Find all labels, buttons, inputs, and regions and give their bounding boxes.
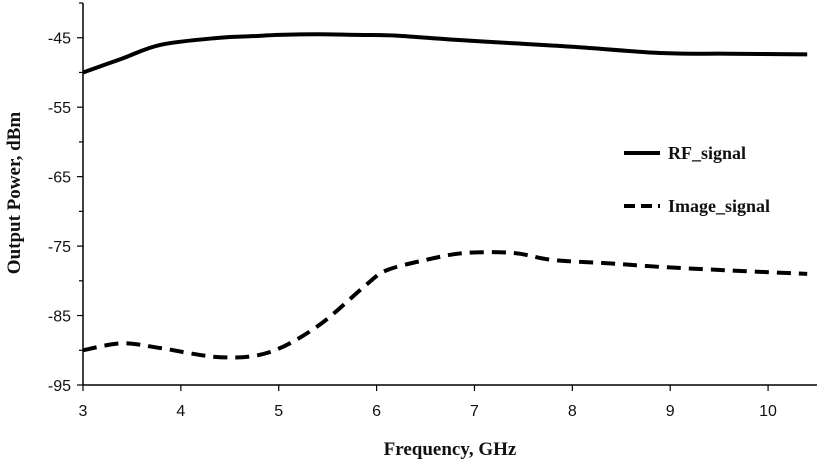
legend-label-rf-signal: RF_signal bbox=[668, 143, 746, 163]
y-tick-label: -75 bbox=[48, 239, 71, 256]
x-tick-label: 8 bbox=[568, 403, 577, 420]
plot-area bbox=[82, 32, 808, 360]
x-tick-label: 4 bbox=[176, 403, 185, 420]
series-line-image-signal bbox=[82, 250, 808, 360]
legend-label-image-signal: Image_signal bbox=[668, 196, 770, 216]
y-tick-label: -65 bbox=[48, 170, 71, 187]
legend: RF_signal Image_signal bbox=[624, 143, 770, 216]
y-tick-labels: -45 -55 -65 -75 -85 -95 bbox=[48, 31, 71, 395]
y-tick-label: -55 bbox=[48, 100, 71, 117]
x-tick-label: 9 bbox=[666, 403, 675, 420]
x-tick-label: 6 bbox=[372, 403, 381, 420]
x-tick-labels: 3 4 5 6 7 8 9 10 bbox=[79, 403, 778, 420]
y-axis-title: Output Power, dBm bbox=[4, 112, 25, 275]
x-axis-title: Frequency, GHz bbox=[384, 439, 517, 460]
y-tick-label: -95 bbox=[48, 378, 71, 395]
axes bbox=[77, 2, 817, 391]
series-line-rf-signal bbox=[82, 32, 808, 75]
x-tick-label: 7 bbox=[470, 403, 479, 420]
x-tick-label: 3 bbox=[79, 403, 88, 420]
y-tick-label: -85 bbox=[48, 309, 71, 326]
y-tick-label: -45 bbox=[48, 31, 71, 48]
x-tick-label: 10 bbox=[759, 403, 777, 420]
x-tick-label: 5 bbox=[274, 403, 283, 420]
